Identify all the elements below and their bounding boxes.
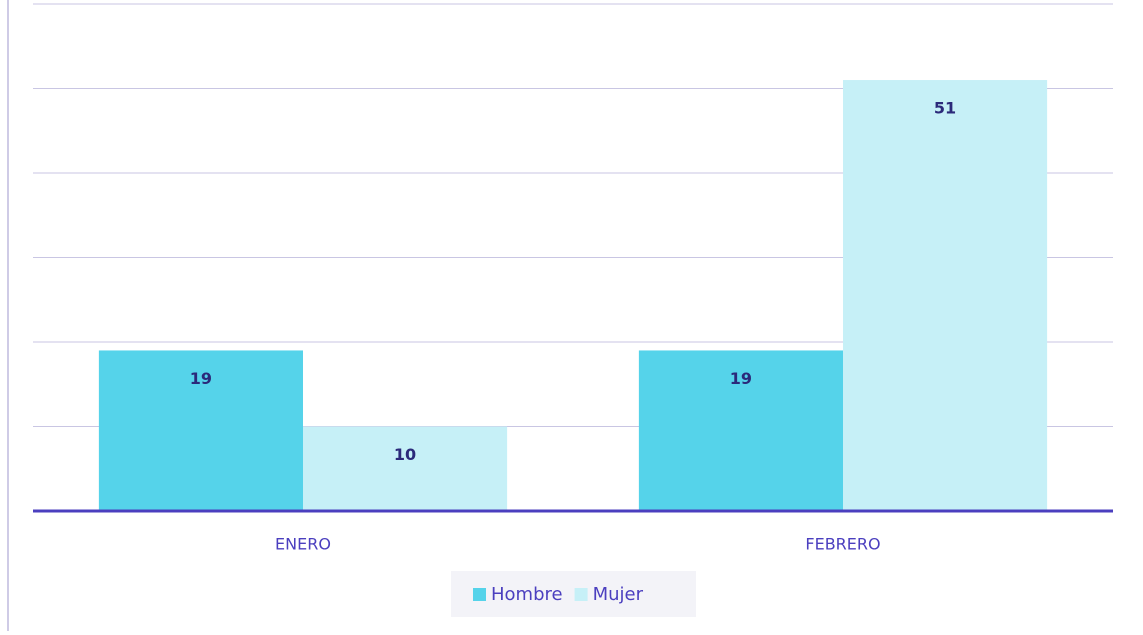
legend-swatch: [473, 588, 486, 601]
legend-swatch: [574, 588, 588, 601]
data-label: 19: [190, 369, 212, 388]
bar: [98, 350, 303, 511]
data-label: 19: [730, 369, 752, 388]
legend-box: [451, 571, 696, 617]
legend-label: Mujer: [593, 584, 644, 605]
bar: [843, 80, 1048, 512]
legend-label: Hombre: [491, 584, 563, 605]
bar: [303, 426, 508, 511]
x-tick-label: FEBRERO: [805, 535, 880, 554]
x-tick-label: ENERO: [275, 535, 331, 554]
data-label: 10: [394, 445, 416, 464]
data-label: 51: [934, 99, 956, 118]
bar: [638, 350, 843, 511]
